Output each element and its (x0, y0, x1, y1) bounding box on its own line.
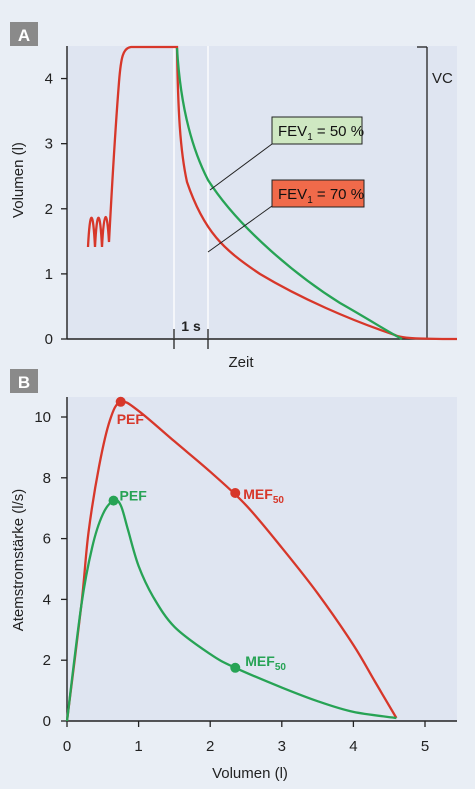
panel-a-y-tick-label: 1 (45, 266, 53, 283)
panel-b: B 0 1 2 3 4 5 0 2 4 6 8 10 Atemstromstärke (l/s) V… (10, 369, 457, 782)
panel-b-badge-label: B (18, 373, 30, 392)
panel-b-x-tick-label: 3 (278, 738, 286, 755)
panel-a-badge (10, 22, 38, 46)
panel-a-green-trace (175, 47, 403, 341)
panel-a-scale-bar-label: 1 s (181, 318, 201, 334)
panel-a-y-tick-label: 0 (45, 331, 53, 348)
panel-b-y-axis-label: Atemstromstärke (l/s) (10, 489, 27, 632)
panel-a-x-axis-label: Zeit (228, 354, 254, 371)
panel-b-red-point-label: MEF50 (243, 486, 284, 506)
panel-b-plot-area (67, 397, 457, 721)
panel-a: A 0 1 2 3 4 Volumen (l) Zeit 1 s VC FEV1 = 5… (10, 22, 458, 371)
panel-b-green-point-label: PEF (120, 488, 148, 504)
panel-a-y-tick-label: 4 (45, 71, 53, 88)
panel-b-y-tick-label: 2 (43, 652, 51, 669)
panel-b-green-point-mef (230, 662, 241, 673)
panel-b-x-tick-label: 4 (349, 738, 357, 755)
panel-b-x-tick-label: 1 (134, 738, 142, 755)
panel-a-y-ticks: 0 1 2 3 4 (45, 71, 67, 348)
panel-a-badge-label: A (18, 26, 30, 45)
panel-b-x-tick-label: 2 (206, 738, 214, 755)
panel-b-x-axis-label: Volumen (l) (212, 765, 288, 782)
panel-b-y-tick-label: 4 (43, 591, 51, 608)
panel-b-red-point-mef (230, 488, 241, 498)
panel-b-y-tick-label: 6 (43, 531, 51, 548)
panel-b-points: PEF MEF50 PEF MEF50 (108, 396, 286, 673)
panel-a-y-tick-label: 3 (45, 136, 53, 153)
panel-b-red-point-label: PEF (117, 411, 145, 427)
fev70-label-box (271, 179, 365, 208)
panel-b-y-tick-label: 10 (34, 409, 51, 426)
panel-b-red-curve (65, 400, 398, 722)
fev50-label-box (271, 116, 363, 145)
panel-b-x-tick-label: 0 (63, 738, 71, 755)
panel-b-green-point-label: MEF50 (245, 653, 286, 673)
panel-b-y-ticks: 0 2 4 6 8 10 (34, 409, 67, 730)
panel-a-y-tick-label: 2 (45, 201, 53, 218)
panel-b-y-tick-label: 0 (43, 713, 51, 730)
fev70-label: FEV1 = 70 % (278, 186, 364, 206)
fev50-label: FEV1 = 50 % (278, 123, 364, 143)
panel-b-red-point-pef (115, 396, 126, 407)
panel-a-y-axis-label: Volumen (l) (10, 142, 27, 218)
vc-label: VC (432, 70, 453, 87)
panel-b-x-ticks: 0 1 2 3 4 5 (63, 721, 429, 755)
fev70-leader-line (207, 205, 273, 253)
panel-b-y-tick-label: 8 (43, 470, 51, 487)
panel-b-green-curve (65, 498, 397, 722)
panel-b-x-tick-label: 5 (421, 738, 429, 755)
panel-b-badge (10, 369, 38, 393)
panel-b-green-point-pef (108, 495, 119, 506)
fev50-leader-line (209, 143, 273, 191)
panel-a-plot-area (67, 46, 457, 339)
panel-b-series (65, 400, 398, 722)
panel-a-red-trace (86, 45, 458, 341)
